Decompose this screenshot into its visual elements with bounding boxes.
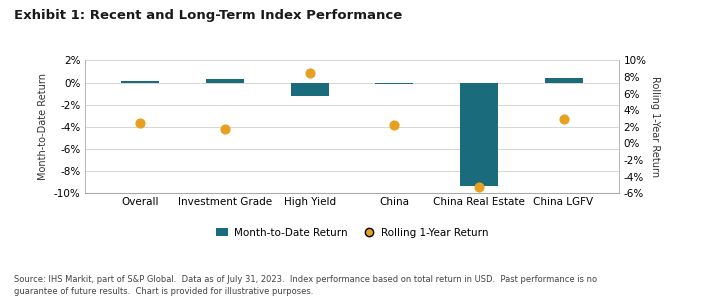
Bar [291,82,328,96]
Text: Source: IHS Markit, part of S&P Global.  Data as of July 31, 2023.  Index perfor: Source: IHS Markit, part of S&P Global. … [14,275,597,296]
Rolling 1-Year Return [474,184,485,189]
Bar [206,79,244,82]
Bar [545,78,582,82]
Legend: Month-to-Date Return, Rolling 1-Year Return: Month-to-Date Return, Rolling 1-Year Ret… [216,228,488,238]
Bar [375,82,413,84]
Rolling 1-Year Return [219,127,230,132]
Rolling 1-Year Return [389,123,400,127]
Y-axis label: Month-to-Date Return: Month-to-Date Return [38,73,48,180]
Rolling 1-Year Return [134,120,146,125]
Rolling 1-Year Return [304,70,315,75]
Y-axis label: Rolling 1-Year Return: Rolling 1-Year Return [651,76,661,177]
Bar [122,81,159,82]
Rolling 1-Year Return [558,116,570,121]
Text: Exhibit 1: Recent and Long-Term Index Performance: Exhibit 1: Recent and Long-Term Index Pe… [14,9,402,22]
Bar [460,82,498,185]
